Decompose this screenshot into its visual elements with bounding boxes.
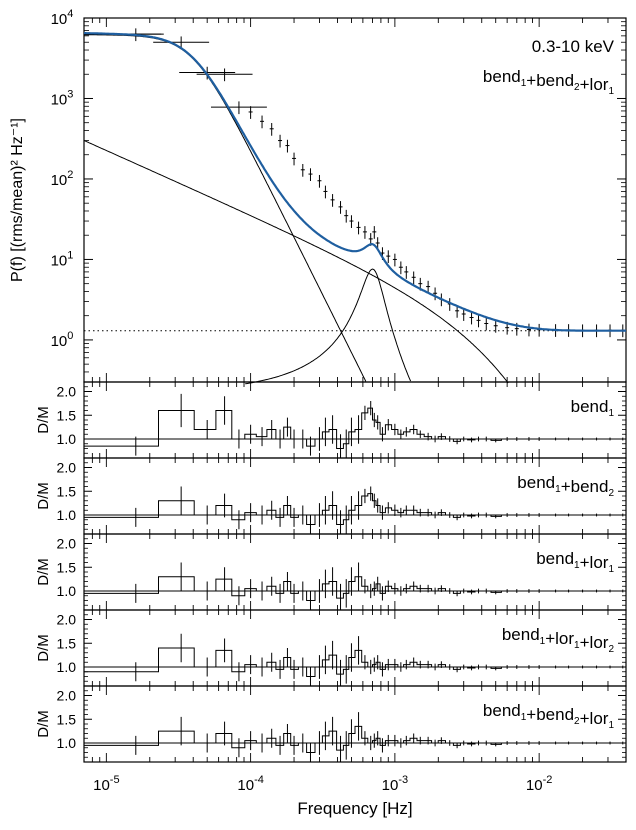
residual-y-axis-label: D/M (35, 406, 52, 434)
psd-y-tick-label: 100 (51, 330, 74, 350)
x-tick-label: 10-2 (526, 774, 552, 794)
model-label: bend1+bend2+lor1 (483, 67, 615, 97)
residual-model-label: bend1+bend2+lor1 (483, 701, 615, 731)
residual-step-histogram (84, 407, 626, 449)
psd-y-tick-label: 102 (51, 169, 74, 189)
residual-y-tick-label: 2.0 (57, 460, 77, 476)
residual-model-label: bend1+lor1+lor2 (502, 625, 615, 655)
residual-y-tick-label: 1.5 (57, 407, 77, 423)
residual-step-histogram (84, 493, 626, 525)
residual-panel-frame (83, 381, 627, 459)
residual-y-tick-label: 1.0 (57, 507, 77, 523)
psd-y-axis-label: P(f) [(rms/mean)² Hz⁻¹] (9, 118, 26, 282)
residual-y-tick-label: 1.0 (57, 583, 77, 599)
lor1-component-curve (245, 268, 412, 385)
bend1-component-curve (84, 34, 367, 382)
residual-y-tick-label: 2.0 (57, 688, 77, 704)
psd-y-tick-label: 103 (51, 88, 74, 108)
residual-step-histogram (84, 647, 626, 677)
psd-y-tick-label: 104 (51, 8, 74, 28)
x-axis-label: Frequency [Hz] (297, 799, 412, 818)
residual-panel-frame (83, 457, 627, 535)
psd-y-tick-label: 101 (51, 249, 74, 269)
total-model-curve (84, 32, 626, 332)
residual-y-tick-label: 2.0 (57, 612, 77, 628)
x-tick-label: 10-5 (93, 774, 119, 794)
residual-step-histogram (84, 576, 626, 601)
residual-step-histogram (84, 725, 626, 753)
x-tick-label: 10-3 (382, 774, 408, 794)
residual-y-tick-label: 2.0 (57, 384, 77, 400)
residual-y-tick-label: 1.5 (57, 711, 77, 727)
residual-model-label: bend1+lor1 (536, 549, 614, 575)
residual-y-axis-label: D/M (35, 482, 52, 510)
residual-y-tick-label: 1.5 (57, 559, 77, 575)
residual-y-axis-label: D/M (35, 710, 52, 738)
residual-panel-frame (83, 533, 627, 611)
residual-y-tick-label: 1.5 (57, 635, 77, 651)
residual-y-tick-label: 1.0 (57, 431, 77, 447)
residual-y-tick-label: 2.0 (57, 536, 77, 552)
residual-y-axis-label: D/M (35, 558, 52, 586)
residual-y-tick-label: 1.0 (57, 735, 77, 751)
energy-band-label: 0.3-10 keV (532, 37, 615, 56)
residual-y-tick-label: 1.5 (57, 483, 77, 499)
residual-model-label: bend1 (571, 397, 615, 419)
x-tick-label: 10-4 (237, 774, 263, 794)
residual-y-axis-label: D/M (35, 634, 52, 662)
residual-model-label: bend1+bend2 (517, 473, 614, 499)
residual-panel-frame (83, 685, 627, 763)
bend2-component-curve (83, 140, 509, 384)
residual-y-tick-label: 1.0 (57, 659, 77, 675)
